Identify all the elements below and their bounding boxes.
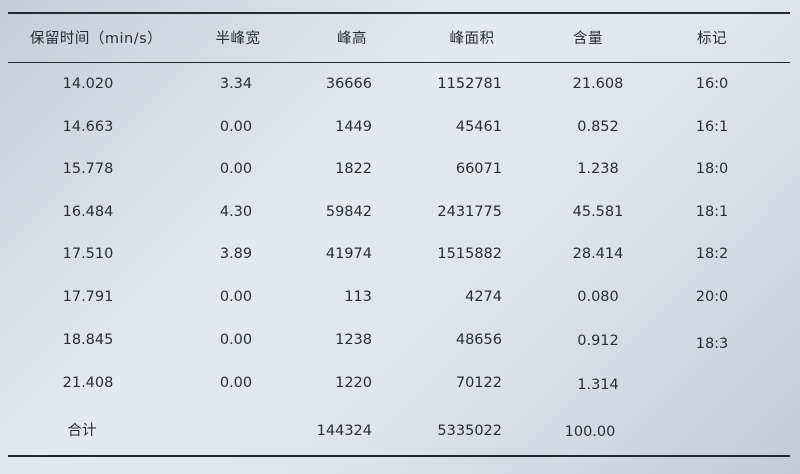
label-cell: 18:1	[695, 204, 729, 220]
half-width-cell: 0.00	[219, 375, 253, 391]
label-cell: 18:3	[695, 336, 729, 352]
peak-height-cell: 59842	[325, 204, 372, 220]
header-content: 含量	[573, 31, 603, 47]
label-cell: 20:0	[695, 289, 729, 305]
retention-time-cell: 14.020	[62, 76, 114, 92]
label-cell: 18:0	[695, 161, 729, 177]
peak-area-cell: 2431775	[437, 204, 502, 220]
peak-height-cell: 1449	[335, 119, 372, 135]
retention-time-cell: 17.510	[62, 246, 114, 262]
half-width-cell: 0.00	[219, 161, 253, 177]
retention-time-cell: 17.791	[62, 289, 114, 305]
half-width-cell: 4.30	[219, 204, 253, 220]
peak-area-cell: 66071	[455, 161, 502, 177]
header-peak-area: 峰面积	[449, 31, 495, 47]
header-half-width: 半峰宽	[215, 31, 261, 47]
content-cell: 0.852	[577, 119, 619, 135]
total-peak-height: 144324	[316, 423, 372, 439]
header-retention-time: 保留时间（min/s）	[29, 31, 163, 47]
total-label: 合计	[67, 423, 97, 439]
content-cell: 0.912	[577, 333, 619, 349]
label-cell: 16:1	[695, 119, 729, 135]
table-bottom-rule	[8, 455, 790, 457]
peak-area-cell: 48656	[455, 332, 502, 348]
peak-height-cell: 1822	[335, 161, 372, 177]
half-width-cell: 0.00	[219, 289, 253, 305]
label-cell: 18:2	[695, 246, 729, 262]
peak-height-cell: 1220	[335, 375, 372, 391]
total-peak-area: 5335022	[437, 423, 502, 439]
half-width-cell: 3.89	[219, 246, 253, 262]
peak-area-cell: 4274	[465, 289, 502, 305]
content-cell: 45.581	[572, 204, 624, 220]
half-width-cell: 3.34	[219, 76, 253, 92]
retention-time-cell: 16.484	[62, 204, 114, 220]
peak-height-cell: 41974	[325, 246, 372, 262]
peak-area-cell: 45461	[455, 119, 502, 135]
content-cell: 0.080	[577, 289, 619, 305]
peak-area-cell: 70122	[455, 375, 502, 391]
retention-time-cell: 21.408	[62, 375, 114, 391]
retention-time-cell: 14.663	[62, 119, 114, 135]
total-content: 100.00	[564, 424, 616, 440]
header-peak-height: 峰高	[337, 31, 367, 47]
content-cell: 28.414	[572, 246, 624, 262]
content-cell: 1.314	[577, 377, 619, 393]
header-rule	[8, 62, 790, 63]
retention-time-cell: 15.778	[62, 161, 114, 177]
peak-area-cell: 1152781	[437, 76, 502, 92]
content-cell: 21.608	[572, 76, 624, 92]
content-cell: 1.238	[577, 161, 619, 177]
peak-height-cell: 1238	[335, 332, 372, 348]
label-cell: 16:0	[695, 76, 729, 92]
header-label: 标记	[697, 31, 727, 47]
table-top-rule	[8, 12, 790, 14]
peak-height-cell: 36666	[325, 76, 372, 92]
half-width-cell: 0.00	[219, 332, 253, 348]
retention-time-cell: 18.845	[62, 332, 114, 348]
half-width-cell: 0.00	[219, 119, 253, 135]
peak-area-cell: 1515882	[437, 246, 502, 262]
peak-height-cell: 113	[344, 289, 372, 305]
